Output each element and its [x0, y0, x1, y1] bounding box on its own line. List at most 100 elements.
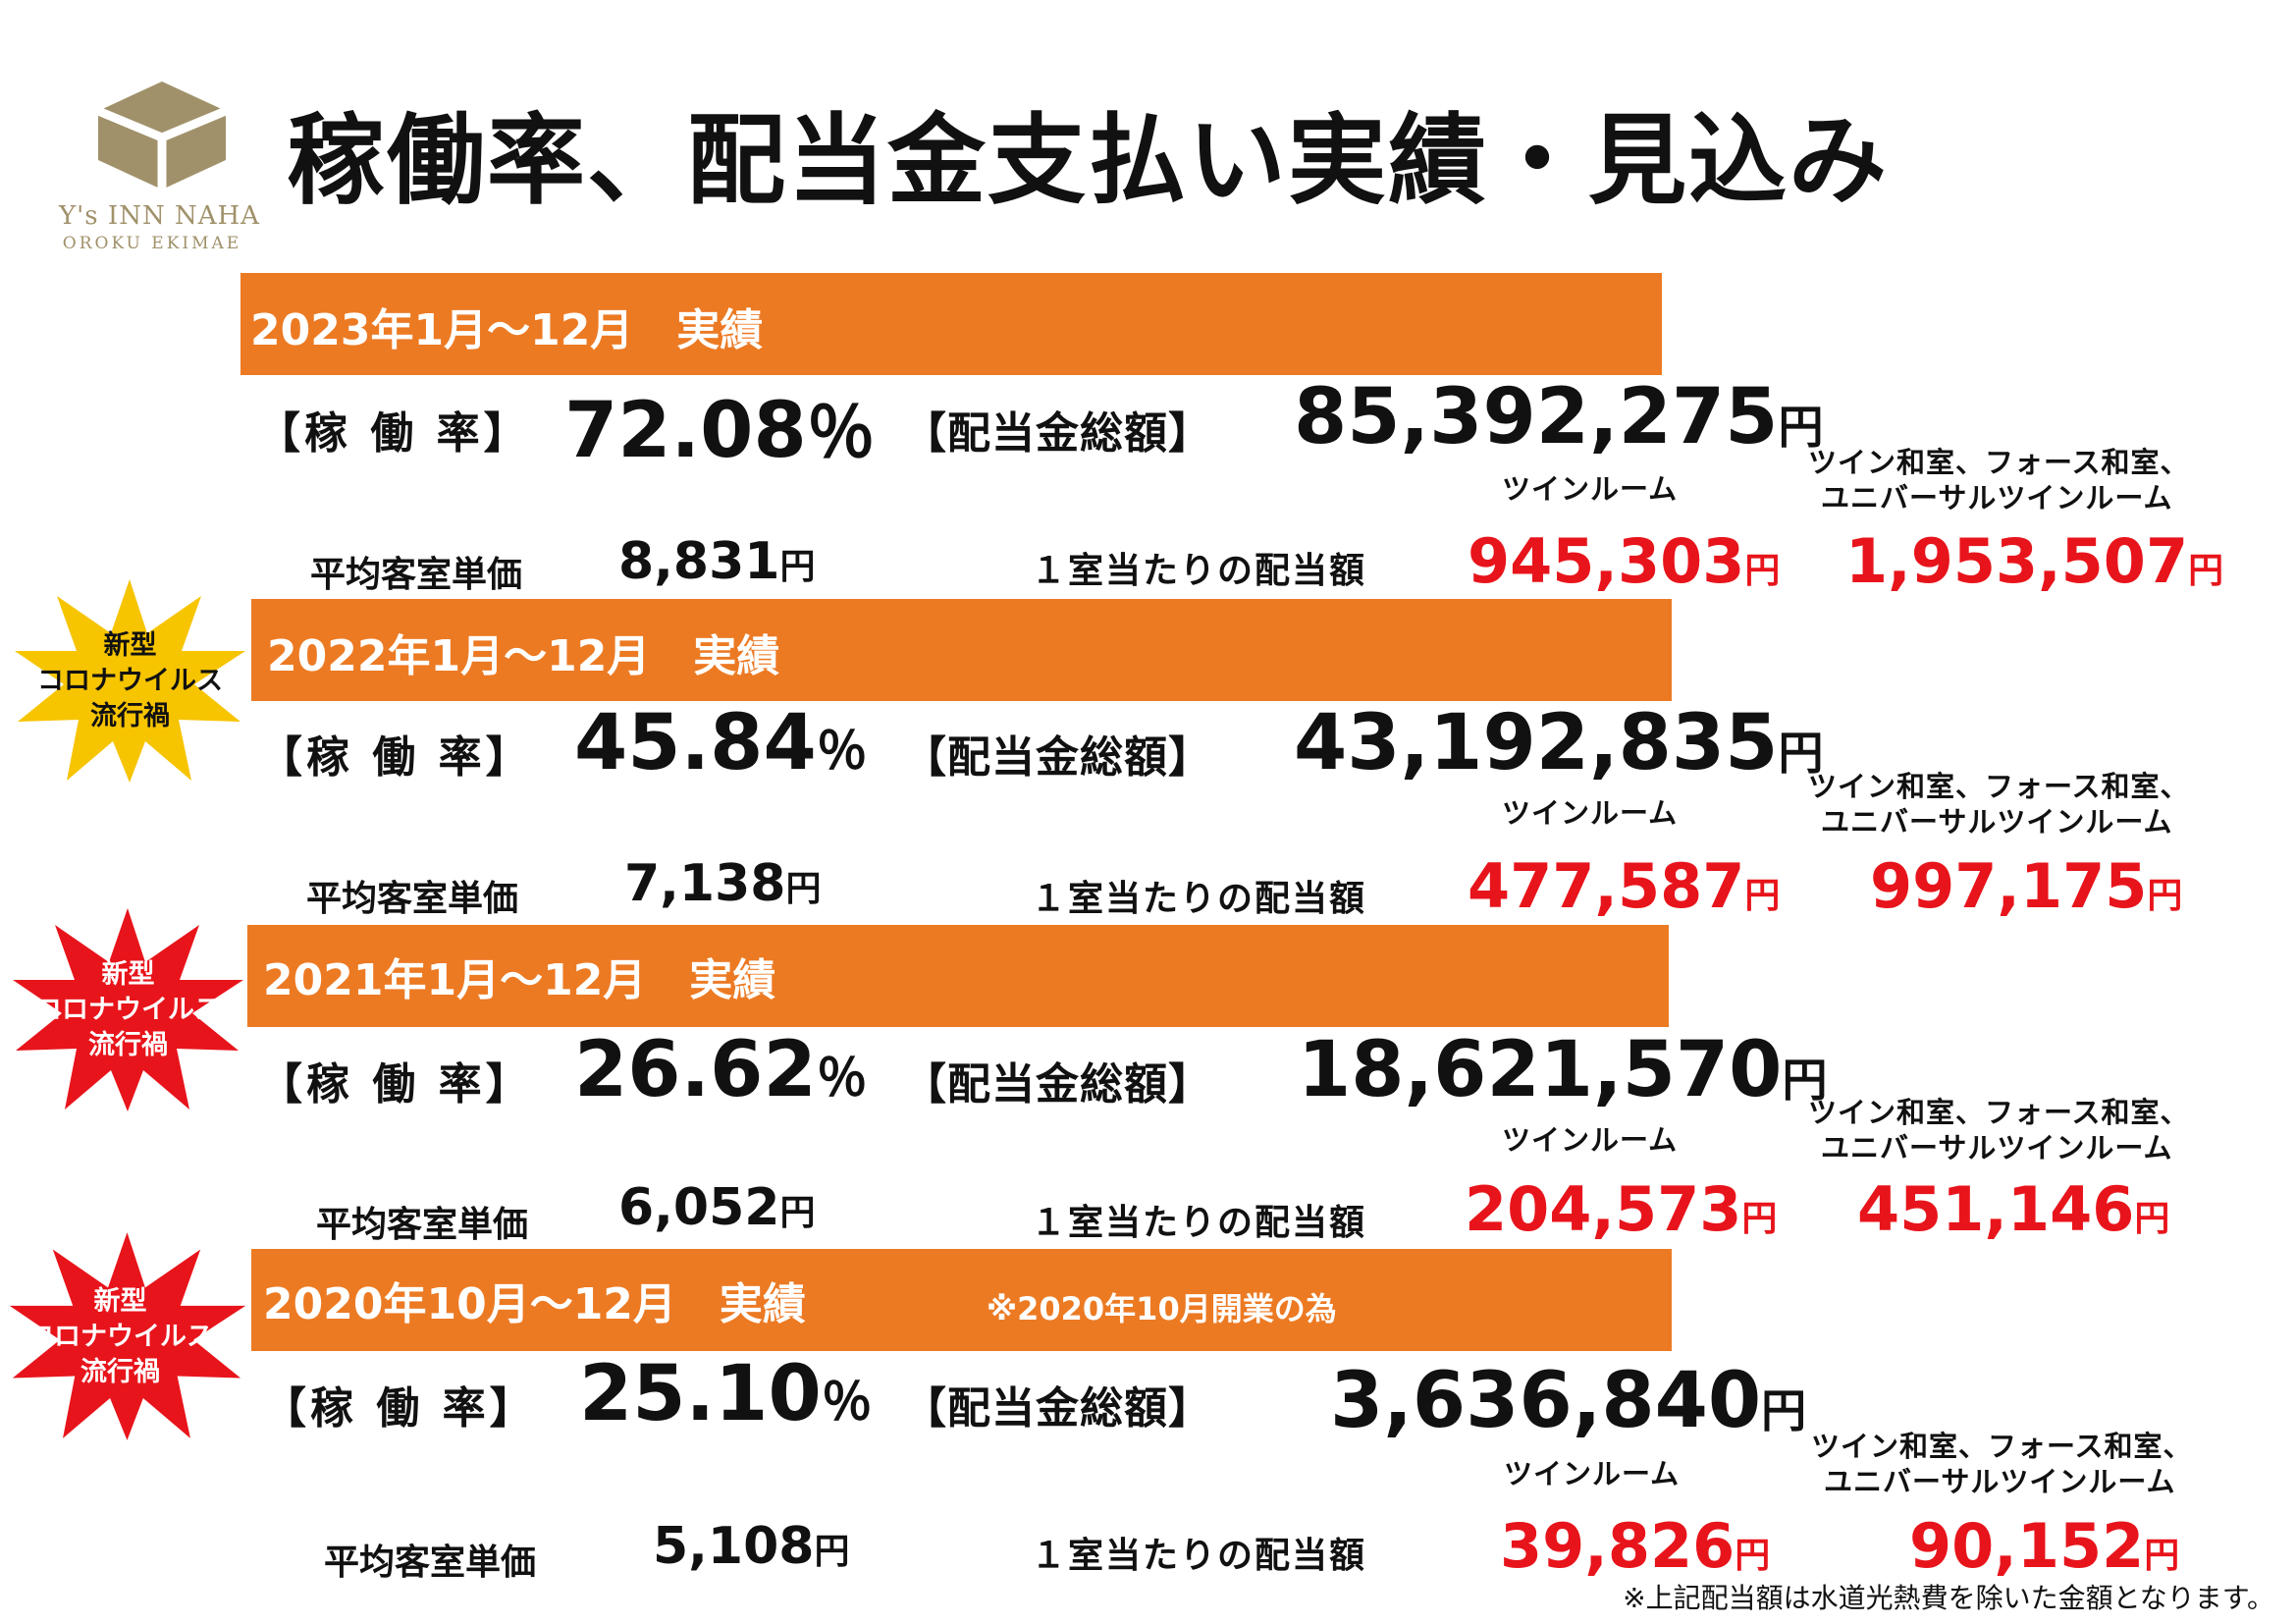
badge-line3: 流行禍 — [88, 1030, 168, 1060]
other-rooms-label-line1: ツイン和室、フォース和室、 — [1808, 770, 2190, 803]
per-room-label: １室当たりの配当額 — [1031, 1203, 1367, 1243]
yen-unit: 円 — [779, 1193, 816, 1233]
per-room-label: １室当たりの配当額 — [1031, 879, 1367, 919]
yen-unit: 円 — [785, 869, 822, 909]
period-header-bar — [251, 1249, 1672, 1351]
percent-sign: ％ — [816, 1050, 868, 1109]
other-rooms-label-line1: ツイン和室、フォース和室、 — [1811, 1430, 2193, 1463]
other-per-room-value: 1,953,507 — [1845, 525, 2189, 597]
per-room-label: １室当たりの配当額 — [1031, 551, 1367, 591]
dividend-total-label: 【配当金総額】 — [903, 408, 1212, 459]
badge-line1: 新型 — [101, 959, 155, 990]
other-per-room: 451,146円 — [1857, 1173, 2169, 1245]
yen-unit: 円 — [1741, 1199, 1778, 1239]
avg-price-label: 平均客室単価 — [306, 879, 519, 919]
period-header-bar — [240, 273, 1662, 375]
dividend-total: 43,192,835円 — [1294, 699, 1823, 787]
dividend-total-value: 43,192,835 — [1294, 699, 1779, 787]
twin-per-room-value: 477,587 — [1468, 850, 1745, 922]
page-title: 稼働率、配当金支払い実績・見込み — [287, 103, 1889, 218]
twin-per-room-value: 945,303 — [1468, 525, 1745, 597]
covid-badge-text: 新型 コロナウイルス 流行禍 — [10, 628, 250, 734]
other-rooms-label-line1: ツイン和室、フォース和室、 — [1808, 446, 2190, 479]
period-header-bar — [247, 925, 1669, 1027]
yen-unit: 円 — [2144, 1536, 2180, 1576]
dividend-total-label: 【配当金総額】 — [903, 732, 1212, 783]
yen-unit: 円 — [2188, 551, 2224, 591]
avg-price: 6,052円 — [618, 1178, 816, 1237]
yen-unit: 円 — [2147, 876, 2183, 916]
other-rooms-label-line2: ユニバーサルツインルーム — [1821, 481, 2173, 514]
covid-badge-text: 新型 コロナウイルス 流行禍 — [8, 957, 248, 1063]
occupancy-rate: 26.62％ — [574, 1026, 868, 1114]
yen-unit: 円 — [779, 547, 816, 587]
occupancy-rate: 72.08％ — [564, 378, 876, 477]
dividend-total: 85,392,275円 — [1294, 373, 1823, 461]
badge-line3: 流行禍 — [80, 1357, 160, 1387]
yen-unit: 円 — [814, 1532, 850, 1572]
occupancy-rate: 45.84％ — [574, 699, 868, 787]
dividend-total-value: 3,636,840 — [1330, 1357, 1762, 1445]
yen-unit: 円 — [1778, 401, 1824, 454]
badge-line1: 新型 — [93, 1286, 147, 1317]
avg-price-value: 5,108 — [653, 1517, 815, 1576]
other-per-room-value: 997,175 — [1870, 850, 2148, 922]
other-per-room: 90,152円 — [1909, 1510, 2179, 1582]
avg-price-label: 平均客室単価 — [324, 1543, 537, 1583]
avg-price-label: 平均客室単価 — [316, 1205, 529, 1245]
twin-per-room-value: 204,573 — [1465, 1173, 1742, 1245]
period-header-label: 2023年1月～12月 実績 — [250, 305, 764, 355]
avg-price-value: 7,138 — [624, 854, 786, 913]
avg-price: 5,108円 — [653, 1517, 850, 1576]
company-logo-icon — [96, 81, 228, 189]
dividend-total-value: 85,392,275 — [1294, 373, 1779, 461]
dividend-total-value: 18,621,570 — [1298, 1026, 1783, 1114]
covid-badge-text: 新型 コロナウイルス 流行禍 — [0, 1284, 240, 1390]
avg-price-label: 平均客室単価 — [310, 555, 523, 595]
yen-unit: 円 — [1744, 876, 1781, 916]
other-per-room-value: 90,152 — [1909, 1510, 2145, 1582]
twin-room-label: ツインルーム — [1502, 472, 1679, 506]
occupancy-label: 【稼 働 率】 — [259, 1059, 533, 1110]
occupancy-value: 45.84 — [574, 699, 817, 787]
twin-room-label: ツインルーム — [1504, 1457, 1681, 1490]
covid-badge-icon — [9, 1232, 246, 1440]
badge-line2: コロナウイルス — [37, 666, 223, 696]
percent-sign: ％ — [821, 1374, 873, 1433]
avg-price-value: 6,052 — [618, 1178, 780, 1237]
dividend-total-label: 【配当金総額】 — [903, 1383, 1212, 1434]
other-rooms-label-line2: ユニバーサルツインルーム — [1821, 1131, 2173, 1164]
badge-line2: コロナウイルス — [27, 1322, 213, 1352]
occupancy-label: 【稼 働 率】 — [259, 732, 533, 783]
occupancy-value: 25.10 — [579, 1350, 822, 1438]
twin-per-room: 204,573円 — [1465, 1173, 1777, 1245]
yen-unit: 円 — [1761, 1384, 1807, 1437]
twin-room-label: ツインルーム — [1502, 1123, 1679, 1157]
covid-badge-icon — [13, 908, 243, 1111]
occupancy-label: 【稼 働 率】 — [257, 408, 531, 459]
avg-price-value: 8,831 — [618, 532, 780, 591]
occupancy-value: 26.62 — [574, 1026, 817, 1114]
occupancy-rate: 25.10％ — [579, 1350, 873, 1438]
badge-line3: 流行禍 — [90, 701, 170, 731]
twin-room-label: ツインルーム — [1502, 796, 1679, 830]
other-per-room-value: 451,146 — [1857, 1173, 2135, 1245]
percent-sign: ％ — [806, 393, 876, 473]
yen-unit: 円 — [2134, 1199, 2170, 1239]
percent-sign: ％ — [816, 723, 868, 782]
yen-unit: 円 — [1778, 727, 1824, 780]
yen-unit: 円 — [1744, 551, 1781, 591]
yen-unit: 円 — [1735, 1536, 1771, 1576]
other-per-room: 997,175円 — [1870, 850, 2182, 922]
twin-per-room-value: 39,826 — [1500, 1510, 1735, 1582]
twin-per-room: 477,587円 — [1468, 850, 1780, 922]
logo-text-line2: OROKU EKIMAE — [62, 234, 242, 253]
period-header-note: ※2020年10月開業の為 — [987, 1290, 1337, 1327]
dividend-total: 18,621,570円 — [1298, 1026, 1827, 1114]
covid-badge-icon — [15, 579, 245, 783]
dividend-total-label: 【配当金総額】 — [903, 1059, 1212, 1110]
avg-price: 7,138円 — [624, 854, 822, 913]
other-per-room: 1,953,507円 — [1845, 525, 2223, 597]
twin-per-room: 39,826円 — [1500, 1510, 1770, 1582]
footnote: ※上記配当額は水道光熱費を除いた金額となります。 — [1623, 1582, 2274, 1614]
